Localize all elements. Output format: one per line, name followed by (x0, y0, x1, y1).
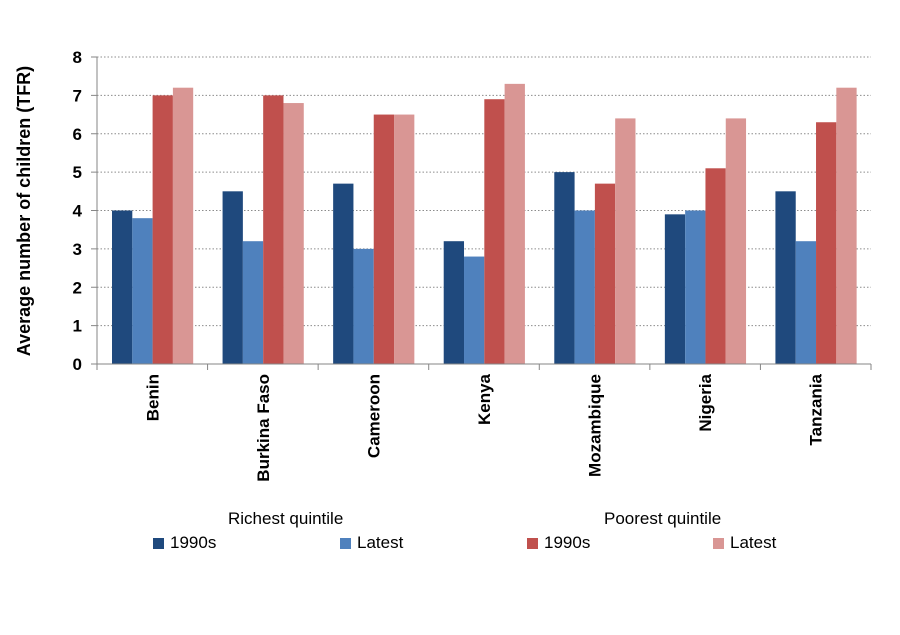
x-tick-label: Tanzania (807, 373, 826, 445)
bar (152, 95, 173, 364)
legend-group-richest: Richest quintile (228, 509, 344, 528)
axes (91, 56, 872, 370)
bar (664, 214, 686, 364)
bar (574, 210, 595, 364)
bar (795, 241, 817, 364)
legend-item-poorest-latest: Latest (713, 533, 776, 553)
bar (263, 95, 284, 364)
bar (283, 103, 304, 365)
bar (172, 87, 194, 364)
legend-item-richest-latest: Latest (340, 533, 403, 553)
y-tick-labels: 0 1 2 3 4 5 6 7 8 (73, 48, 83, 374)
y-tick-label: 5 (73, 163, 82, 182)
x-tick-label: Burkina Faso (254, 374, 273, 482)
x-tick-label: Benin (143, 374, 162, 421)
y-tick-label: 2 (73, 278, 82, 297)
legend-swatch-richest-latest (340, 537, 351, 549)
bar (594, 183, 616, 364)
bar (443, 241, 465, 364)
y-tick-label: 0 (73, 355, 82, 374)
bar (394, 114, 415, 364)
bar (464, 256, 485, 364)
bar (725, 118, 747, 365)
x-tick-label: Cameroon (364, 374, 383, 458)
legend-swatch-poorest-1990s (527, 537, 538, 549)
legend-swatch-richest-1990s (153, 537, 164, 549)
x-tick-label: Nigeria (696, 373, 715, 431)
legend-group-poorest: Poorest quintile (604, 509, 722, 528)
bar (816, 122, 837, 364)
bar (705, 168, 726, 364)
legend-label: Latest (357, 533, 404, 552)
legend-item-richest-1990s: 1990s (153, 533, 216, 553)
y-axis-label: Average number of children (TFR) (14, 66, 34, 356)
y-tick-label: 1 (73, 317, 82, 336)
bars (112, 83, 857, 365)
legend-item-poorest-1990s: 1990s (527, 533, 590, 553)
bar (353, 248, 374, 364)
y-tick-label: 7 (73, 86, 82, 105)
legend-swatch-poorest-latest (713, 537, 724, 549)
x-tick-label: Mozambique (586, 374, 605, 477)
legend-label: 1990s (544, 533, 591, 552)
bar (685, 210, 706, 364)
legend-label: 1990s (170, 533, 217, 552)
x-tick-label: Kenya (475, 373, 494, 425)
bar (222, 191, 243, 364)
bar (775, 191, 796, 364)
bar (504, 83, 525, 365)
bar (242, 241, 264, 364)
bar (333, 183, 354, 364)
y-tick-label: 4 (73, 202, 83, 221)
x-tick-labels: Benin Burkina Faso Cameroon Kenya Mozambique… (143, 373, 825, 481)
y-tick-label: 6 (73, 125, 82, 144)
y-tick-label: 3 (73, 240, 82, 259)
y-tick-label: 8 (73, 48, 82, 67)
bar (112, 210, 133, 364)
bar (373, 114, 395, 364)
bar (554, 172, 575, 364)
bar (484, 99, 505, 365)
legend-label: Latest (730, 533, 777, 552)
bar (615, 118, 636, 365)
bar (836, 87, 857, 364)
bar (132, 218, 153, 364)
